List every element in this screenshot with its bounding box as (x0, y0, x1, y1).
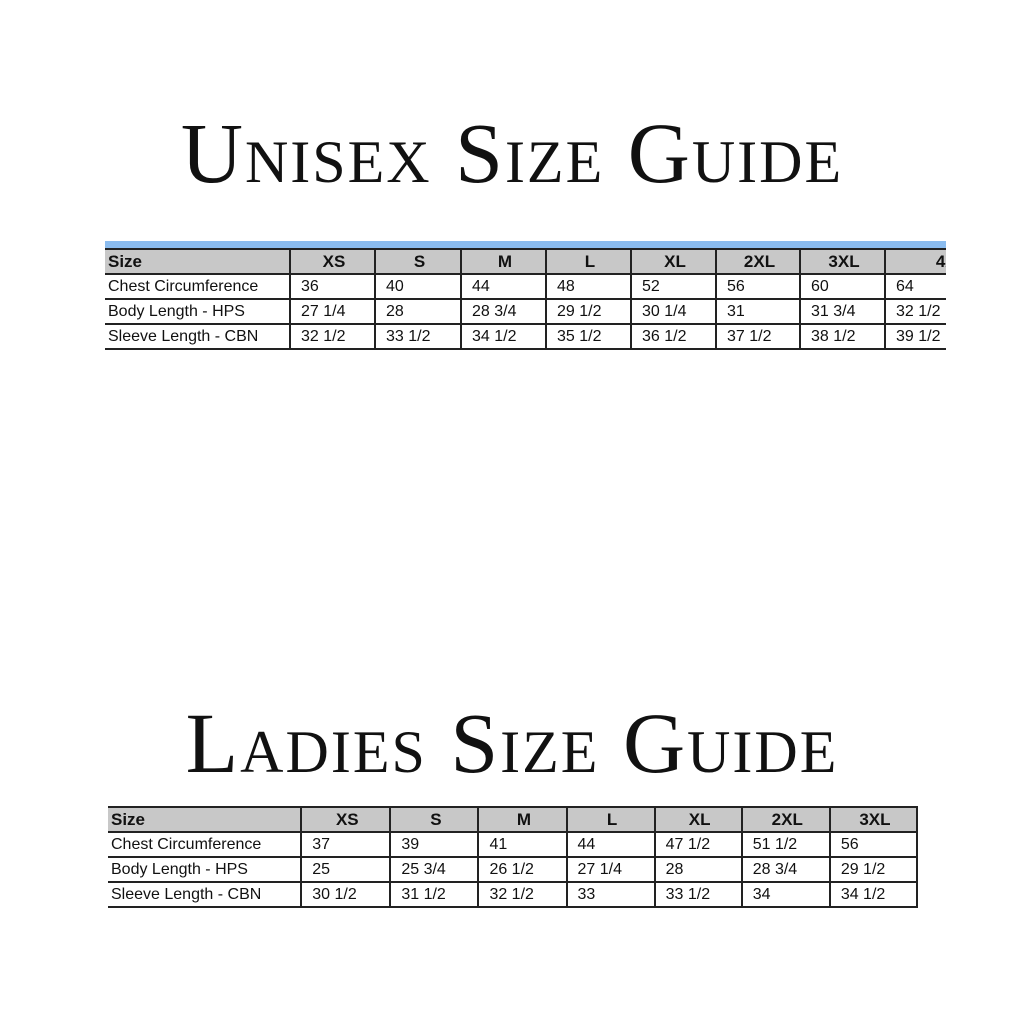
table-cell: 31 (715, 298, 801, 325)
row-label: Sleeve Length - CBN (108, 881, 303, 908)
table-cell: 56 (715, 273, 801, 300)
size-column-header: 3XL (828, 806, 918, 833)
table-cell: 36 1/2 (630, 323, 717, 350)
table-cell: 27 1/4 (565, 856, 656, 883)
table-cell: 25 3/4 (389, 856, 480, 883)
size-column-header: S (389, 806, 480, 833)
size-header: Size (108, 806, 303, 833)
table-row: Body Length - HPS 25 25 3/4 26 1/2 27 1/4 28 2… (108, 856, 918, 883)
header-row: SizeXSSMLXL2XL3XL4XL (105, 248, 946, 275)
table-cell: 32 1/2 (884, 298, 946, 325)
table-cell: 30 1/4 (630, 298, 717, 325)
size-column-header: 4XL (884, 248, 946, 275)
table-cell: 34 1/2 (828, 881, 918, 908)
table-cell: 28 (653, 856, 743, 883)
size-column-header: S (374, 248, 462, 275)
row-label: Body Length - HPS (108, 856, 303, 883)
table-cell: 48 (545, 273, 632, 300)
table-cell: 41 (477, 831, 568, 858)
table-cell: 29 1/2 (545, 298, 632, 325)
table-cell: 28 3/4 (460, 298, 547, 325)
table-cell: 27 1/4 (289, 298, 376, 325)
size-column-header: L (565, 806, 656, 833)
table-cell: 32 1/2 (477, 881, 568, 908)
table-cell: 28 3/4 (740, 856, 831, 883)
table-cell: 52 (630, 273, 717, 300)
table-cell: 38 1/2 (799, 323, 886, 350)
size-column-header: 3XL (799, 248, 886, 275)
unisex-top-bar (105, 241, 946, 248)
table-row: Sleeve Length - CBN 32 1/2 33 1/2 34 1/2 35 … (105, 323, 946, 350)
table-cell: 31 3/4 (799, 298, 886, 325)
row-label: Chest Circumference (108, 831, 303, 858)
size-column-header: XS (289, 248, 376, 275)
size-column-header: XS (300, 806, 392, 833)
table-cell: 40 (374, 273, 462, 300)
table-cell: 33 1/2 (653, 881, 743, 908)
table-cell: 56 (828, 831, 918, 858)
size-column-header: XL (653, 806, 743, 833)
table-cell: 44 (565, 831, 656, 858)
row-label: Chest Circumference (105, 273, 291, 300)
table-cell: 60 (799, 273, 886, 300)
size-column-header: XL (630, 248, 717, 275)
size-column-header: L (545, 248, 632, 275)
row-label: Sleeve Length - CBN (105, 323, 291, 350)
table-cell: 44 (460, 273, 547, 300)
table-cell: 28 (374, 298, 462, 325)
size-header: Size (105, 248, 291, 275)
table-cell: 34 (740, 881, 831, 908)
row-label: Body Length - HPS (105, 298, 291, 325)
table-cell: 25 (300, 856, 392, 883)
size-column-header: 2XL (740, 806, 831, 833)
table-cell: 51 1/2 (740, 831, 831, 858)
size-column-header: 2XL (715, 248, 801, 275)
table-row: Chest Circumference 36 40 44 48 52 56 60 64 (105, 273, 946, 300)
ladies-size-table: Size XS S M L XL 2XL 3XL Chest Circumference 37 39… (108, 806, 918, 914)
table-cell: 39 1/2 (884, 323, 946, 350)
table-cell: 33 (565, 881, 656, 908)
table-cell: 33 1/2 (374, 323, 462, 350)
table-cell: 32 1/2 (289, 323, 376, 350)
table-cell: 47 1/2 (653, 831, 743, 858)
table-cell: 30 1/2 (300, 881, 392, 908)
table-cell: 31 1/2 (389, 881, 480, 908)
table-cell: 26 1/2 (477, 856, 568, 883)
header-row: Size XS S M L XL 2XL 3XL (108, 806, 918, 833)
table-cell: 37 (300, 831, 392, 858)
table-cell: 36 (289, 273, 376, 300)
unisex-title: Unisex Size Guide (180, 105, 844, 201)
ladies-title: Ladies Size Guide (185, 695, 839, 791)
table-cell: 64 (884, 273, 946, 300)
table-cell: 35 1/2 (545, 323, 632, 350)
size-column-header: M (460, 248, 547, 275)
table-row: Sleeve Length - CBN 30 1/2 31 1/2 32 1/2 33 3… (108, 881, 918, 908)
table-cell: 39 (389, 831, 480, 858)
table-cell: 34 1/2 (460, 323, 547, 350)
table-cell: 29 1/2 (828, 856, 918, 883)
size-column-header: M (477, 806, 568, 833)
unisex-size-table: SizeXSSMLXL2XL3XL4XLChest Circumference3… (105, 248, 946, 356)
table-row: Chest Circumference 37 39 41 44 47 1/2 51 1/2 5… (108, 831, 918, 858)
table-row: Body Length - HPS 27 1/4 28 28 3/4 29 1/2 30 … (105, 298, 946, 325)
table-cell: 37 1/2 (715, 323, 801, 350)
